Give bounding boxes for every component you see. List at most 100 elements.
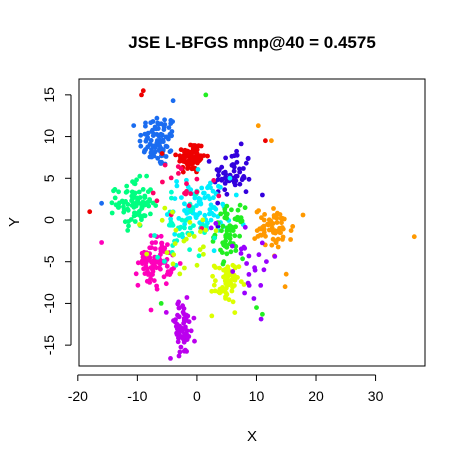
x-tick-label: 10	[249, 388, 265, 404]
data-point-355	[202, 212, 208, 218]
data-point-269	[129, 203, 135, 208]
data-point-733	[176, 305, 182, 311]
data-point-201	[237, 181, 243, 187]
data-point-610	[152, 263, 158, 269]
data-point-278	[136, 189, 142, 195]
data-point-478	[232, 216, 238, 222]
data-point-479	[227, 226, 233, 232]
data-point-310	[136, 209, 142, 214]
data-point-397	[197, 220, 203, 226]
data-point-302	[122, 219, 128, 225]
data-point-765	[187, 247, 193, 253]
data-point-621	[149, 245, 154, 251]
data-point-721	[181, 306, 187, 311]
data-point-466	[233, 244, 239, 249]
data-point-74	[138, 143, 144, 149]
data-point-810	[177, 271, 183, 277]
x-tick-label: 0	[193, 388, 201, 404]
y-tick-label: -15	[41, 335, 57, 355]
data-point-154	[182, 147, 188, 153]
data-point-789	[190, 205, 196, 210]
data-point-828	[137, 222, 142, 227]
data-point-54	[137, 138, 143, 144]
data-point-164	[185, 166, 190, 171]
data-point-575	[161, 274, 167, 280]
data-point-645	[229, 288, 235, 294]
data-point-472	[220, 223, 226, 229]
data-point-820	[187, 219, 193, 225]
data-point-714	[186, 319, 192, 325]
data-point-211	[232, 153, 237, 159]
data-point-739	[182, 326, 188, 331]
data-point-693	[163, 310, 169, 315]
data-point-180	[243, 189, 249, 195]
data-point-88	[152, 149, 158, 155]
data-point-430	[229, 207, 234, 213]
data-point-812	[201, 244, 206, 250]
data-point-746	[192, 338, 197, 344]
data-point-508	[290, 224, 296, 229]
data-point-115	[205, 153, 210, 159]
data-point-784	[176, 233, 182, 238]
data-point-653	[226, 297, 232, 303]
data-point-654	[211, 282, 217, 288]
data-point-489	[277, 212, 283, 217]
data-point-357	[174, 183, 180, 189]
data-point-208	[237, 166, 242, 172]
data-point-212	[230, 162, 236, 168]
data-point-799	[168, 175, 174, 181]
data-point-384	[184, 211, 190, 216]
y-axis: -15 -10 -5 0 5 10 15	[41, 87, 72, 355]
data-point-688	[221, 274, 226, 280]
data-point-821	[170, 261, 176, 267]
data-point-224	[234, 159, 240, 165]
data-point-816	[172, 241, 178, 247]
data-point-840	[264, 259, 269, 264]
data-point-209	[243, 160, 249, 166]
data-point-366	[199, 185, 205, 191]
data-point-529	[288, 237, 293, 242]
data-point-84	[151, 153, 157, 159]
data-point-623	[158, 246, 164, 252]
data-point-282	[125, 207, 131, 213]
data-point-855	[213, 221, 219, 226]
data-point-231	[137, 173, 143, 179]
data-point-163	[196, 143, 202, 149]
data-point-305	[125, 228, 131, 233]
data-point-97	[159, 151, 165, 156]
data-point-611	[145, 269, 150, 274]
y-tick-label: 10	[41, 129, 57, 145]
data-point-538	[257, 226, 263, 232]
data-point-452	[219, 250, 225, 256]
data-point-437	[220, 261, 226, 267]
data-point-753	[155, 254, 161, 260]
data-point-195	[231, 168, 237, 174]
data-point-823	[170, 209, 175, 215]
data-point-167	[189, 156, 194, 162]
data-point-825	[191, 234, 197, 239]
data-point-747	[182, 331, 187, 337]
data-point-63	[148, 150, 154, 156]
data-point-677	[224, 292, 230, 297]
data-point-603	[144, 278, 150, 284]
data-point-786	[183, 218, 189, 223]
data-point-591	[159, 240, 165, 246]
data-point-190	[216, 172, 221, 178]
data-point-845	[258, 316, 264, 322]
data-point-386	[195, 167, 201, 172]
data-point-116	[180, 169, 186, 175]
data-point-439	[237, 202, 243, 208]
data-point-540	[259, 215, 264, 221]
data-point-852	[246, 283, 252, 288]
data-point-831	[171, 252, 177, 257]
data-point-77	[154, 132, 160, 137]
data-point-664	[213, 278, 218, 284]
data-point-745	[186, 334, 192, 339]
data-point-673	[236, 264, 242, 270]
data-point-468	[222, 243, 228, 249]
data-point-228	[240, 175, 246, 181]
data-point-81	[167, 149, 173, 155]
data-point-807	[154, 198, 160, 204]
data-point-204	[222, 181, 228, 186]
data-point-314	[124, 183, 130, 189]
